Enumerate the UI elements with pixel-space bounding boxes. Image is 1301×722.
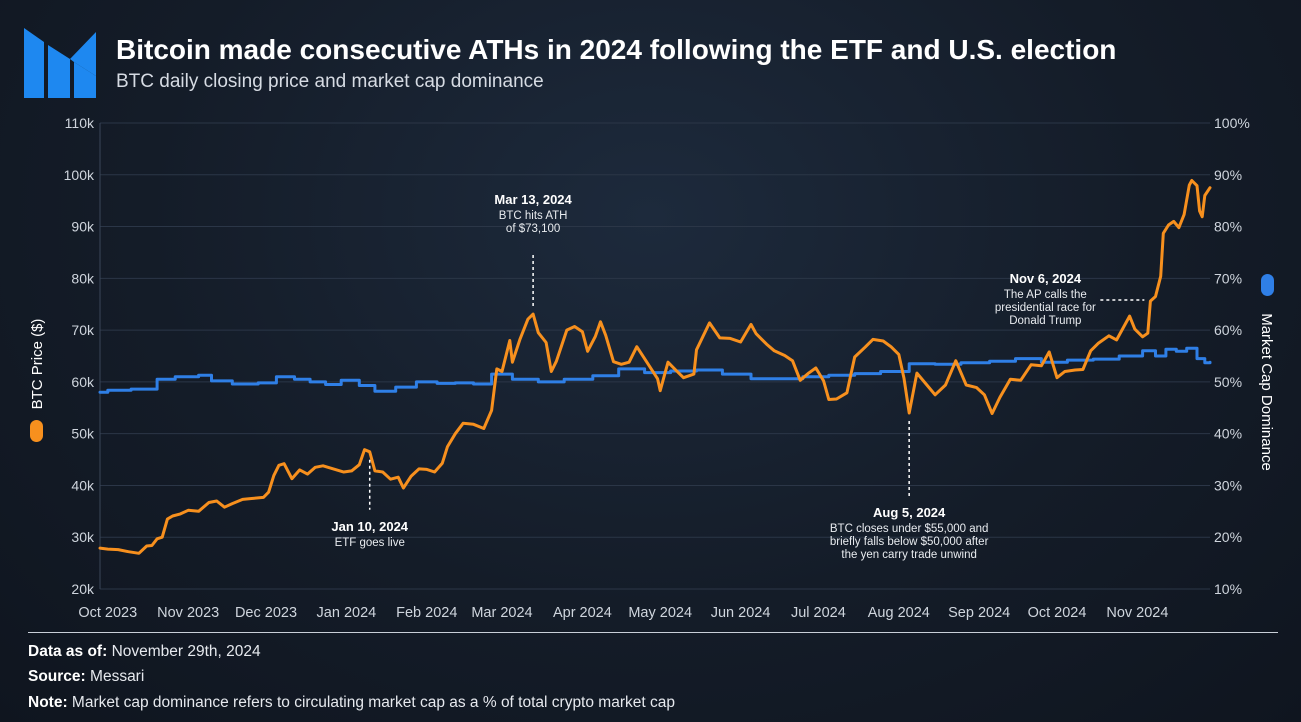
x-tick-label: Apr 2024 (553, 605, 612, 621)
y-right-tick-label: 10% (1214, 581, 1242, 597)
x-tick-label: Oct 2024 (1028, 605, 1087, 621)
annotation-title: Nov 6, 2024 (1010, 271, 1082, 286)
y-left-tick-label: 70k (71, 322, 95, 338)
footer-data-as-of: Data as of: November 29th, 2024 (28, 643, 261, 661)
x-tick-label: Aug 2024 (868, 605, 930, 621)
y-right-tick-label: 100% (1214, 115, 1250, 131)
annotation-text: presidential race for (995, 302, 1096, 314)
annotation-title: Mar 13, 2024 (494, 192, 572, 207)
messari-logo-icon (24, 28, 96, 98)
btc-price-axis-label: BTC Price ($) (29, 319, 46, 410)
source-label: Source: (28, 668, 86, 685)
x-tick-label: Nov 2023 (157, 605, 219, 621)
y-left-tick-label: 30k (71, 529, 95, 545)
y-right-tick-label: 80% (1214, 219, 1242, 235)
source-value: Messari (90, 668, 145, 685)
x-tick-label: Dec 2023 (235, 605, 297, 621)
x-tick-label: Nov 2024 (1106, 605, 1168, 621)
x-tick-label: Jan 2024 (317, 605, 377, 621)
dominance-axis-label: Market Cap Dominance (1258, 313, 1275, 471)
annotation-text: briefly falls below $50,000 after (830, 536, 989, 548)
y-right-tick-label: 70% (1214, 270, 1242, 286)
dominance-line (98, 346, 1212, 394)
y-left-tick-label: 100k (64, 167, 95, 183)
y-right-tick-label: 60% (1214, 322, 1242, 338)
x-tick-label: Sep 2024 (948, 605, 1010, 621)
data-as-of-value: November 29th, 2024 (111, 643, 261, 660)
y-left-tick-label: 40k (71, 477, 95, 493)
data-as-of-label: Data as of: (28, 643, 108, 660)
btc-price-line (98, 179, 1212, 555)
y-left-tick-label: 90k (71, 219, 95, 235)
x-tick-label: Mar 2024 (471, 605, 532, 621)
annotation-text: the yen carry trade unwind (841, 549, 977, 561)
y-right-tick-label: 50% (1214, 374, 1242, 390)
footer-divider (28, 632, 1278, 633)
note-label: Note: (28, 694, 68, 711)
x-tick-label: Oct 2023 (78, 605, 137, 621)
x-tick-label: Feb 2024 (396, 605, 457, 621)
y-left-tick-label: 60k (71, 374, 95, 390)
x-tick-label: May 2024 (628, 605, 692, 621)
note-value: Market cap dominance refers to circulati… (71, 694, 675, 711)
y-right-tick-label: 30% (1214, 477, 1242, 493)
annotation-title: Aug 5, 2024 (873, 505, 946, 520)
footer-note: Note: Market cap dominance refers to cir… (28, 694, 675, 712)
annotation-title: Jan 10, 2024 (331, 519, 408, 534)
chart-subtitle: BTC daily closing price and market cap d… (116, 71, 544, 92)
annotation-text: ETF goes live (335, 537, 405, 549)
y-right-tick-label: 20% (1214, 529, 1242, 545)
y-left-tick-label: 50k (71, 426, 95, 442)
y-right-tick-label: 40% (1214, 426, 1242, 442)
x-tick-label: Jul 2024 (791, 605, 846, 621)
btc-price-legend-marker (30, 420, 43, 442)
chart-title: Bitcoin made consecutive ATHs in 2024 fo… (116, 34, 1117, 65)
y-left-tick-label: 80k (71, 270, 95, 286)
chart-area: 20k 30k 40k 50k 60k 70k 80k 90k 100k 110k 10% 20% 30… (29, 115, 1275, 621)
y-left-tick-label: 110k (65, 115, 95, 131)
annotation-text: Donald Trump (1009, 315, 1081, 327)
dominance-legend-marker (1261, 274, 1274, 296)
y-left-tick-label: 20k (71, 581, 95, 597)
annotation-text: of $73,100 (506, 223, 560, 235)
footer-source: Source: Messari (28, 668, 144, 686)
annotation-text: The AP calls the (1004, 289, 1087, 301)
annotation-text: BTC hits ATH (499, 210, 568, 222)
x-tick-label: Jun 2024 (711, 605, 771, 621)
annotation-text: BTC closes under $55,000 and (830, 523, 989, 535)
y-right-tick-label: 90% (1214, 167, 1242, 183)
